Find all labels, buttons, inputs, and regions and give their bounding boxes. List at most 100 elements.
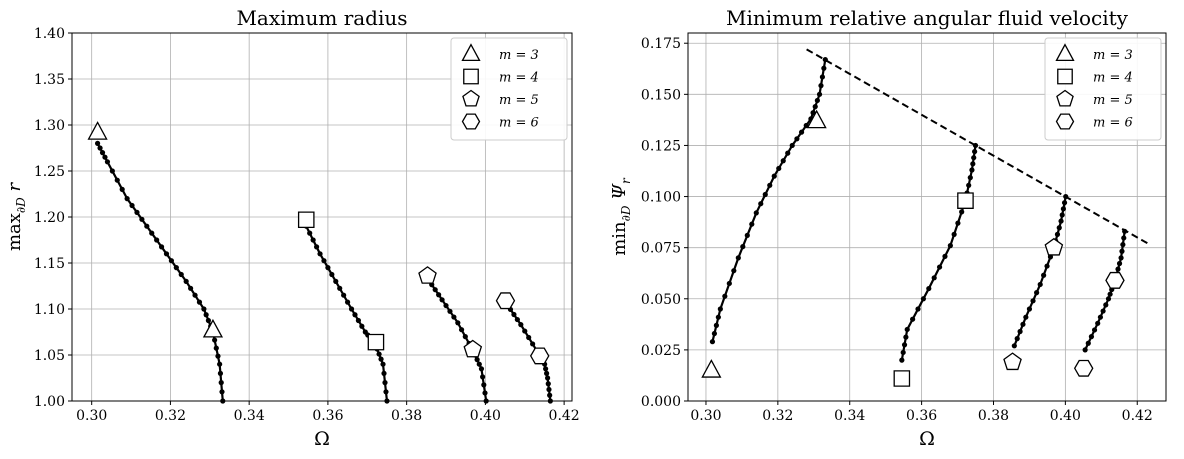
data-point: [942, 253, 948, 259]
data-point: [822, 56, 828, 63]
data-point: [333, 278, 339, 284]
data-point: [1097, 314, 1104, 320]
legend-marker-hexagon: [1055, 113, 1075, 130]
data-point: [458, 327, 465, 333]
marker-square-m4: [367, 333, 385, 351]
marker-hexagon-m6: [1105, 271, 1125, 289]
data-point: [904, 326, 910, 333]
data-point: [722, 293, 728, 299]
legend-box: [450, 37, 568, 141]
data-point: [478, 366, 485, 372]
legend-marker-square: [1057, 68, 1073, 85]
y-axis-label-main: min: [609, 221, 630, 256]
y-tick-label: 1.30: [34, 118, 65, 134]
x-tick-label: 0.34: [834, 408, 865, 424]
data-point: [1095, 320, 1101, 326]
marker-pentagon-m5: [418, 266, 437, 284]
data-point: [903, 334, 909, 340]
data-point: [970, 161, 976, 167]
data-point: [205, 317, 212, 324]
data-point: [482, 390, 488, 396]
data-point: [219, 389, 225, 395]
data-point: [114, 177, 120, 183]
data-point: [344, 299, 351, 305]
data-point: [158, 244, 165, 250]
data-point: [439, 297, 445, 303]
data-point: [213, 345, 219, 351]
y-tick-label: 0.050: [641, 292, 681, 308]
legend-marker-pentagon: [1056, 89, 1074, 107]
data-point: [443, 302, 449, 309]
data-point: [740, 244, 746, 250]
marker-hexagon-m6: [529, 347, 550, 365]
data-point: [376, 351, 382, 357]
data-point: [119, 186, 125, 192]
data-point: [1056, 225, 1062, 231]
data-point: [771, 173, 777, 179]
legend-label: m = 3: [499, 48, 539, 63]
data-point: [514, 316, 520, 323]
data-point: [731, 268, 737, 274]
y-tick-label: 1.15: [34, 256, 65, 272]
data-point: [816, 91, 823, 97]
plot-frame: [687, 32, 1167, 402]
data-point: [544, 370, 550, 376]
marker-square-m4: [957, 192, 974, 209]
data-point: [951, 231, 957, 237]
data-point: [1054, 231, 1061, 237]
y-tick-label: 0.000: [641, 394, 681, 410]
legend-box: [1044, 37, 1162, 141]
data-point: [352, 312, 358, 318]
data-point: [436, 292, 442, 298]
y-axis-label-sub: ∂D: [14, 197, 28, 213]
marker-hexagon-m6: [1073, 359, 1094, 377]
data-point: [969, 167, 975, 173]
data-point: [355, 317, 362, 324]
data-point: [109, 168, 115, 174]
data-point: [129, 202, 135, 209]
data-point: [1085, 340, 1091, 346]
x-tick-label: 0.36: [312, 408, 343, 424]
marker-square-m4: [893, 370, 911, 387]
x-tick-label: 0.32: [762, 408, 793, 424]
data-point: [947, 243, 953, 249]
y-axis-label: max∂D r: [4, 182, 28, 252]
data-point: [1058, 218, 1064, 224]
x-tick-label: 0.32: [155, 408, 186, 424]
data-point: [1115, 266, 1121, 272]
data-point: [480, 374, 486, 380]
data-point: [1103, 302, 1109, 308]
x-tick-label: 0.38: [391, 408, 422, 424]
data-point: [1060, 206, 1066, 212]
data-point: [819, 74, 826, 80]
data-point: [715, 314, 721, 320]
data-point: [971, 155, 977, 161]
x-tick-label: 0.42: [549, 408, 580, 424]
data-point: [168, 258, 175, 264]
data-point: [955, 220, 961, 226]
data-point: [899, 357, 905, 363]
data-point: [451, 314, 457, 320]
data-point: [337, 285, 343, 291]
data-point: [329, 271, 335, 278]
data-point: [178, 271, 184, 278]
data-point: [188, 285, 194, 291]
data-point: [547, 392, 553, 398]
marker-triangle-m3: [701, 359, 722, 378]
data-point: [144, 223, 150, 229]
data-point: [901, 342, 908, 348]
data-point: [749, 221, 755, 227]
data-point: [931, 275, 937, 281]
data-point: [709, 339, 716, 345]
data-point: [511, 311, 517, 318]
data-point: [183, 278, 189, 284]
data-point: [726, 280, 732, 287]
data-point: [313, 244, 320, 250]
data-point: [97, 145, 103, 151]
series-line-m5: [427, 278, 488, 402]
data-point: [1121, 235, 1127, 241]
data-point: [717, 306, 723, 312]
data-point: [1088, 334, 1095, 340]
y-tick-label: 0.175: [641, 36, 681, 52]
legend-marker-triangle: [461, 43, 481, 62]
